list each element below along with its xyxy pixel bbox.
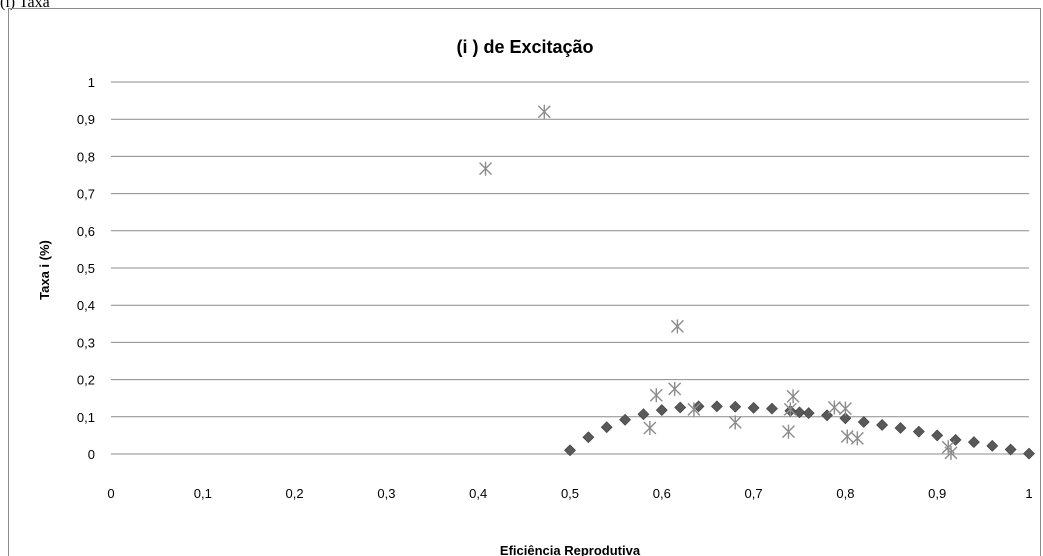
x-tick-label: 0: [107, 486, 114, 501]
data-point-asterisk: [944, 445, 958, 460]
data-point-diamond: [967, 436, 980, 449]
data-point-diamond: [564, 444, 576, 457]
data-point-diamond: [710, 400, 723, 413]
data-point-diamond: [912, 425, 925, 438]
data-point-asterisk: [728, 415, 742, 430]
data-point-diamond: [1023, 447, 1035, 460]
data-point-diamond: [674, 401, 687, 414]
data-point-diamond: [582, 431, 595, 444]
data-point-diamond: [894, 422, 907, 434]
y-axis-title: Taxa i (%): [37, 240, 52, 300]
data-point-asterisk: [479, 161, 493, 176]
data-point-diamond: [931, 429, 944, 442]
y-tick-labels: 0 0,1 0,2 0,3 0,4 0,5 0,6 0,7 0,8 0,9 1: [77, 75, 95, 462]
x-tick-label: 0,3: [377, 486, 395, 501]
data-point-asterisk: [781, 424, 795, 439]
data-point-diamond: [655, 404, 668, 417]
data-point-asterisk: [838, 401, 852, 416]
data-point-asterisk: [687, 402, 701, 417]
x-tick-label: 0,5: [561, 486, 579, 501]
data-point-asterisk: [649, 388, 663, 403]
data-point-asterisk: [783, 402, 797, 417]
data-point-diamond: [802, 407, 815, 420]
y-tick-label: 0,2: [77, 373, 95, 388]
data-point-asterisk: [827, 400, 841, 415]
data-point-asterisk: [670, 319, 684, 334]
y-tick-label: 0,6: [77, 224, 95, 239]
x-tick-label: 0,7: [745, 486, 763, 501]
x-tick-labels: 0 0,1 0,2 0,3 0,4 0,5 0,6 0,7 0,8 0,9 1: [107, 486, 1032, 501]
data-point-asterisk: [537, 104, 551, 119]
data-point-diamond: [857, 416, 870, 428]
data-point-diamond: [876, 419, 889, 431]
chart-title: (i ) de Excitação: [456, 37, 593, 57]
data-point-diamond: [766, 402, 778, 415]
data-point-asterisk: [850, 431, 864, 446]
data-point-diamond: [692, 400, 705, 413]
series-asterisk: [479, 104, 958, 460]
data-point-asterisk: [840, 429, 854, 444]
y-tick-label: 0,3: [77, 335, 95, 350]
y-tick-label: 1: [88, 75, 95, 90]
y-tick-label: 0,8: [77, 149, 95, 164]
y-tick-label: 0,5: [77, 261, 95, 276]
x-tick-label: 0,2: [286, 486, 304, 501]
x-tick-label: 0,8: [836, 486, 854, 501]
data-point-diamond: [619, 413, 632, 426]
x-tick-label: 1: [1025, 486, 1032, 501]
x-tick-label: 0,4: [469, 486, 487, 501]
data-point-diamond: [729, 400, 742, 413]
chart-frame: [8, 8, 1041, 556]
data-point-asterisk: [668, 381, 682, 396]
data-point-diamond: [747, 401, 760, 414]
y-tick-label: 0,4: [77, 298, 95, 313]
y-tick-label: 0: [88, 447, 95, 462]
x-axis-title: Eficiência Reprodutiva: [500, 543, 641, 556]
panel-label: (i) Taxa: [0, 0, 50, 11]
data-point-diamond: [600, 421, 613, 434]
x-tick-label: 0,1: [194, 486, 212, 501]
y-tick-label: 0,9: [77, 112, 95, 127]
series-diamond: [564, 400, 1035, 460]
grid-lines: [111, 81, 1029, 455]
data-point-diamond: [793, 406, 806, 419]
data-point-diamond: [1004, 443, 1017, 456]
y-tick-label: 0,1: [77, 410, 95, 425]
data-point-diamond: [986, 439, 999, 452]
data-point-asterisk: [643, 420, 657, 435]
data-point-diamond: [637, 408, 650, 421]
x-tick-label: 0,6: [653, 486, 671, 501]
data-point-asterisk: [786, 389, 800, 404]
y-tick-label: 0,7: [77, 187, 95, 202]
data-point-diamond: [839, 412, 852, 425]
x-tick-label: 0,9: [928, 486, 946, 501]
